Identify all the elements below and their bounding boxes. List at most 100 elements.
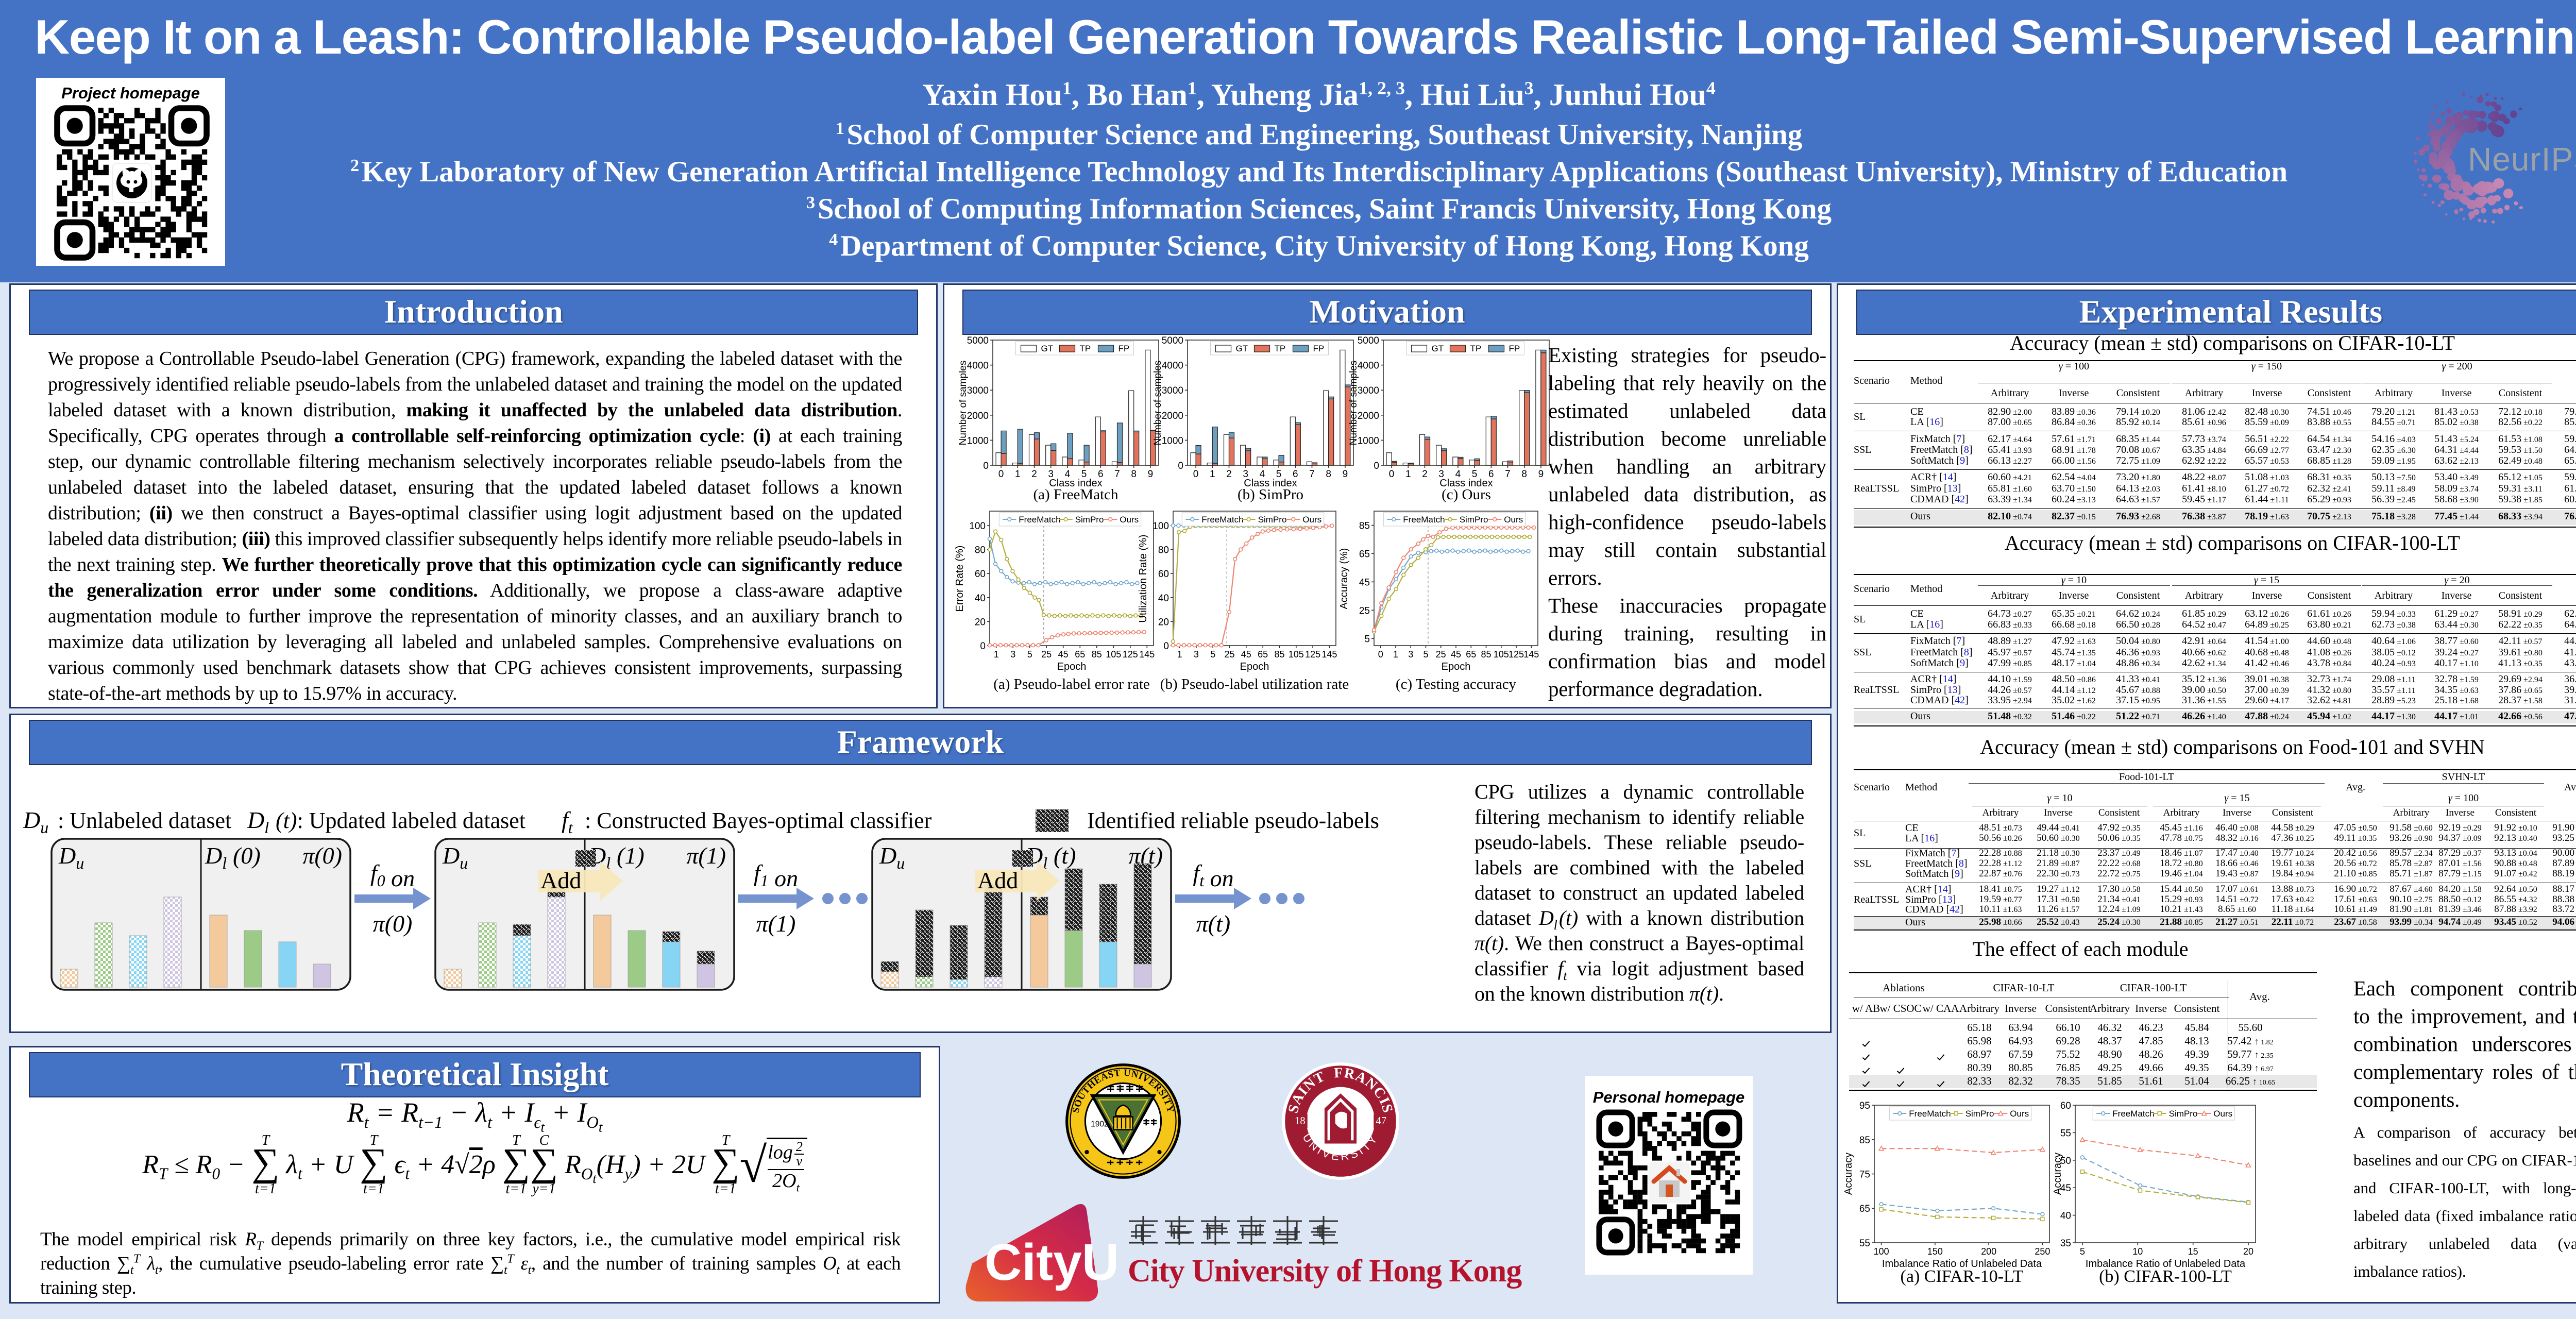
svg-text:0: 0 bbox=[1374, 461, 1379, 471]
svg-text:2: 2 bbox=[1031, 469, 1037, 480]
svg-text:0: 0 bbox=[1389, 469, 1395, 480]
svg-text:65: 65 bbox=[1859, 1204, 1870, 1214]
svg-text:(t): Updated labeled dataset: (t): Updated labeled dataset bbox=[276, 808, 526, 833]
svg-text:9: 9 bbox=[1343, 469, 1348, 480]
svg-text:FreeMatch: FreeMatch bbox=[1201, 515, 1243, 525]
svg-text:Dl: Dl bbox=[247, 807, 269, 837]
svg-text:π(1): π(1) bbox=[686, 842, 726, 869]
svg-text:20: 20 bbox=[1158, 617, 1169, 628]
svg-text:95: 95 bbox=[1859, 1101, 1870, 1111]
svg-text:5000: 5000 bbox=[967, 335, 989, 346]
svg-text:π(0): π(0) bbox=[373, 910, 413, 937]
svg-text:8: 8 bbox=[1521, 469, 1527, 480]
svg-text:105: 105 bbox=[1494, 649, 1509, 660]
svg-text:45: 45 bbox=[1241, 649, 1251, 660]
svg-text:f0 on: f0 on bbox=[370, 860, 415, 891]
svg-text:Imbalance Ratio of Unlabeled D: Imbalance Ratio of Unlabeled Data bbox=[1882, 1258, 2042, 1270]
svg-text:5: 5 bbox=[1210, 649, 1215, 660]
svg-text:(1): (1) bbox=[617, 842, 645, 869]
svg-text:50: 50 bbox=[2060, 1156, 2071, 1166]
svg-text:SimPro: SimPro bbox=[1965, 1109, 1994, 1119]
svg-text:85: 85 bbox=[1359, 521, 1370, 532]
svg-text:Class index: Class index bbox=[1244, 478, 1297, 489]
svg-text:60: 60 bbox=[2060, 1101, 2071, 1111]
svg-text:65: 65 bbox=[1466, 649, 1476, 660]
svg-text:Ours: Ours bbox=[1504, 515, 1523, 525]
svg-text:Identified reliable pseudo-lab: Identified reliable pseudo-labels bbox=[1087, 808, 1379, 833]
svg-text:125: 125 bbox=[1305, 649, 1320, 660]
svg-text:5000: 5000 bbox=[1162, 335, 1183, 346]
svg-text:2000: 2000 bbox=[967, 411, 989, 421]
svg-text:2: 2 bbox=[1422, 469, 1428, 480]
svg-text:5: 5 bbox=[2080, 1246, 2085, 1257]
svg-text:40: 40 bbox=[2060, 1211, 2071, 1222]
svg-text:GT: GT bbox=[1236, 344, 1248, 353]
svg-text:25: 25 bbox=[1041, 649, 1052, 660]
svg-text:Error Rate (%): Error Rate (%) bbox=[954, 546, 965, 612]
svg-text:25: 25 bbox=[1436, 649, 1446, 660]
svg-text:5: 5 bbox=[1081, 469, 1087, 480]
svg-text:85: 85 bbox=[1092, 649, 1102, 660]
svg-text:Imbalance Ratio of Unlabeled D: Imbalance Ratio of Unlabeled Data bbox=[2086, 1258, 2246, 1270]
svg-text:1: 1 bbox=[1177, 649, 1182, 660]
svg-text:2000: 2000 bbox=[1162, 411, 1183, 421]
svg-text:π(t): π(t) bbox=[1196, 910, 1230, 937]
svg-text:60: 60 bbox=[1158, 569, 1169, 580]
svg-text:1902: 1902 bbox=[1091, 1120, 1109, 1128]
svg-text:(0): (0) bbox=[233, 842, 261, 869]
svg-text:7: 7 bbox=[1309, 469, 1315, 480]
svg-text:GT: GT bbox=[1432, 344, 1444, 353]
svg-text:0: 0 bbox=[1378, 649, 1383, 660]
svg-text:1000: 1000 bbox=[1162, 435, 1183, 446]
svg-text:GT: GT bbox=[1041, 344, 1054, 353]
svg-text:(b) CIFAR-100-LT: (b) CIFAR-100-LT bbox=[2099, 1267, 2232, 1286]
svg-text:8: 8 bbox=[1131, 469, 1137, 480]
svg-text:Number of samples: Number of samples bbox=[958, 361, 969, 446]
svg-text:4: 4 bbox=[1455, 469, 1461, 480]
svg-text:1: 1 bbox=[1210, 469, 1215, 480]
svg-text:5: 5 bbox=[1472, 469, 1478, 480]
svg-text:3: 3 bbox=[1243, 469, 1248, 480]
svg-text:SimPro: SimPro bbox=[1258, 515, 1287, 525]
svg-text:3000: 3000 bbox=[1358, 385, 1379, 396]
svg-text:City University of Hong Kong: City University of Hong Kong bbox=[1128, 1254, 1522, 1289]
svg-text:55: 55 bbox=[2060, 1128, 2071, 1139]
svg-text:85: 85 bbox=[1274, 649, 1284, 660]
svg-text:20: 20 bbox=[975, 617, 986, 628]
svg-text:1: 1 bbox=[994, 649, 999, 660]
svg-text:1000: 1000 bbox=[1358, 435, 1379, 446]
svg-text:5: 5 bbox=[1027, 649, 1032, 660]
svg-text:Project homepage: Project homepage bbox=[61, 84, 200, 102]
svg-text:45: 45 bbox=[1359, 577, 1370, 588]
svg-text:2: 2 bbox=[1226, 469, 1232, 480]
svg-text:4: 4 bbox=[1260, 469, 1265, 480]
svg-text:40: 40 bbox=[1158, 593, 1169, 604]
svg-text:: Unlabeled dataset: : Unlabeled dataset bbox=[58, 808, 231, 833]
svg-text:3: 3 bbox=[1408, 649, 1413, 660]
svg-text:125: 125 bbox=[1123, 649, 1138, 660]
svg-text:SimPro: SimPro bbox=[1460, 515, 1488, 525]
svg-text:FreeMatch: FreeMatch bbox=[2112, 1109, 2154, 1119]
svg-text:1: 1 bbox=[1405, 469, 1411, 480]
svg-text:3: 3 bbox=[1438, 469, 1444, 480]
svg-text:3: 3 bbox=[1048, 469, 1054, 480]
svg-text:Epoch: Epoch bbox=[1240, 661, 1269, 672]
svg-text:60: 60 bbox=[975, 569, 986, 580]
svg-text:π(0): π(0) bbox=[302, 842, 342, 869]
svg-text:4000: 4000 bbox=[967, 361, 989, 371]
svg-text:0: 0 bbox=[983, 461, 989, 471]
svg-text:Ours: Ours bbox=[2010, 1109, 2029, 1119]
svg-text:6: 6 bbox=[1488, 469, 1494, 480]
svg-text:25: 25 bbox=[1359, 605, 1370, 616]
svg-text:40: 40 bbox=[975, 593, 986, 604]
svg-text:f1 on: f1 on bbox=[754, 860, 798, 891]
svg-text:1000: 1000 bbox=[967, 435, 989, 446]
svg-text:45: 45 bbox=[1058, 649, 1069, 660]
svg-text:250: 250 bbox=[2035, 1246, 2050, 1257]
svg-text:Ours: Ours bbox=[2213, 1109, 2232, 1119]
svg-text:FreeMatch: FreeMatch bbox=[1403, 515, 1445, 525]
svg-text:TP: TP bbox=[1080, 344, 1091, 353]
svg-text:TP: TP bbox=[1470, 344, 1482, 353]
svg-text:(b) Pseudo-label utilization r: (b) Pseudo-label utilization rate bbox=[1160, 676, 1349, 692]
svg-text:FreeMatch: FreeMatch bbox=[1909, 1109, 1951, 1119]
